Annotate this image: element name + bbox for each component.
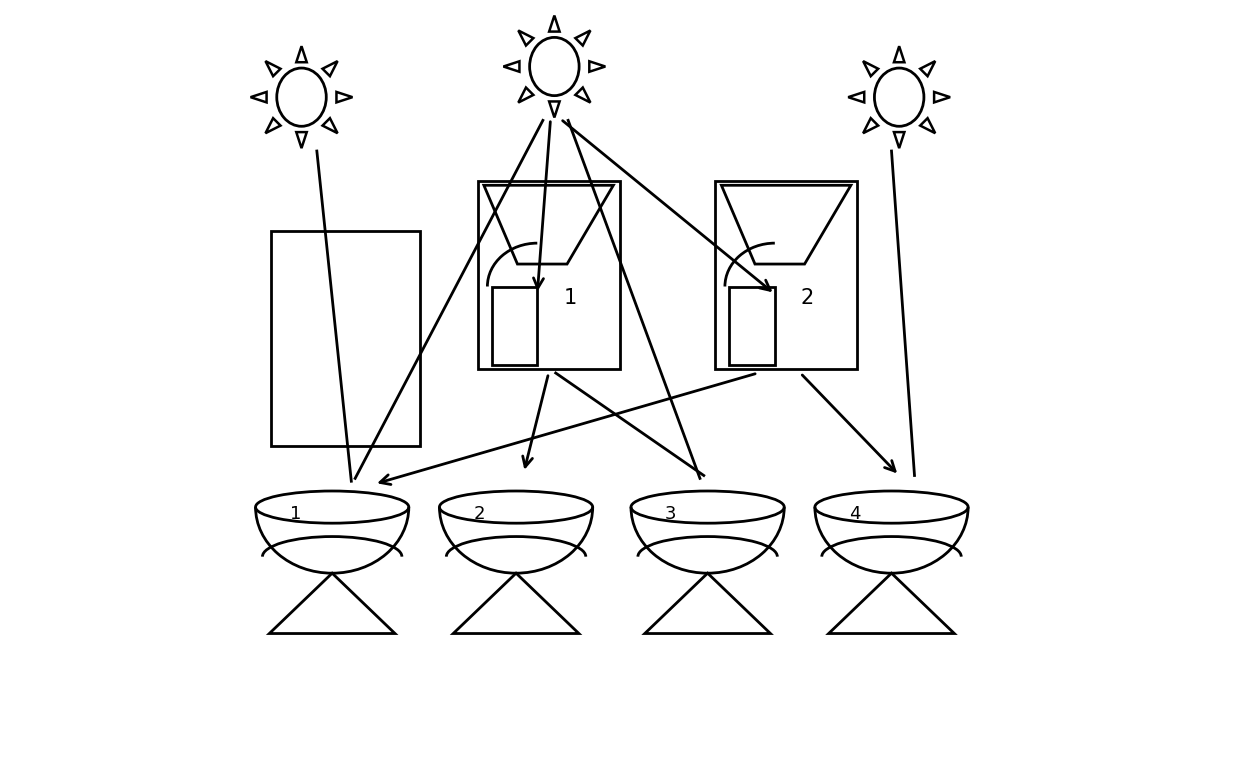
Text: 4: 4 (849, 505, 860, 523)
Bar (492, 287, 538, 365)
Text: 1: 1 (564, 288, 576, 308)
Text: 2: 2 (473, 505, 484, 523)
Text: 2: 2 (800, 288, 814, 308)
Bar (730, 287, 774, 365)
Text: 3: 3 (665, 505, 676, 523)
Bar (715, 181, 857, 369)
Bar (271, 231, 420, 446)
Bar (478, 181, 620, 369)
Text: 1: 1 (290, 505, 301, 523)
